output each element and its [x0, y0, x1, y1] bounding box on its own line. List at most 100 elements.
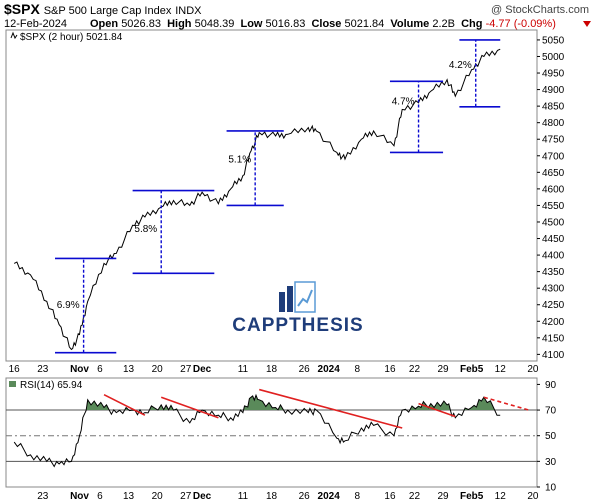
x-tick-label: 16: [384, 364, 396, 375]
rsi-x-tick-label: 18: [266, 491, 278, 502]
rsi-y-tick-label: 90: [545, 380, 557, 391]
y-tick-label: 5000: [542, 52, 565, 63]
y-tick-label: 4100: [542, 350, 565, 361]
x-tick-label: 20: [527, 364, 539, 375]
rsi-y-tick-label: 70: [545, 406, 557, 417]
rsi-trend-line: [418, 402, 456, 418]
close-value: 5021.84: [344, 18, 385, 30]
y-tick-label: 4750: [542, 135, 565, 146]
x-tick-label: Dec: [193, 364, 212, 375]
y-tick-label: 4700: [542, 151, 565, 162]
bracket-percent-label: 4.7%: [392, 96, 415, 107]
rsi-x-tick-label: 27: [180, 491, 192, 502]
rsi-legend-swatch: [9, 381, 16, 387]
x-tick-label: 6: [97, 364, 103, 375]
exchange: INDX: [175, 5, 202, 17]
x-tick-label: 22: [409, 364, 421, 375]
quote-date: 12-Feb-2024: [4, 18, 67, 30]
bracket-percent-label: 5.1%: [228, 154, 251, 165]
x-tick-label: Feb5: [460, 364, 484, 375]
rsi-legend: RSI(14) 65.94: [20, 380, 83, 391]
x-tick-label: 8: [354, 364, 360, 375]
rsi-trend-line: [103, 393, 146, 416]
price-panel-frame: [5, 29, 538, 362]
rsi-x-tick-label: 22: [409, 491, 421, 502]
logo-trend-icon: [297, 289, 313, 307]
rsi-x-tick-label: 23: [37, 491, 49, 502]
bracket-percent-label: 5.8%: [134, 224, 157, 235]
rsi-y-tick-label: 30: [545, 457, 557, 468]
rsi-x-tick-label: 8: [354, 491, 360, 502]
rsi-x-tick-label: 16: [384, 491, 396, 502]
x-tick-label: Nov: [70, 364, 89, 375]
chg-value: -4.77 (-0.09%): [485, 18, 556, 30]
rsi-panel-frame: [5, 377, 538, 488]
copyright: @ StockCharts.com: [491, 4, 589, 16]
capp-thesis-logo: CAPPTHESIS: [232, 281, 363, 336]
bracket-percent-label: 4.2%: [449, 60, 472, 71]
logo-frame: [294, 281, 316, 313]
rsi-y-tick-label: 50: [545, 431, 557, 442]
x-tick-label: 27: [180, 364, 192, 375]
y-tick-label: 4400: [542, 251, 565, 262]
y-tick-label: 4150: [542, 333, 565, 344]
rsi-x-tick-label: Dec: [193, 491, 212, 502]
y-tick-label: 4900: [542, 85, 565, 96]
rsi-x-tick-label: Feb5: [460, 491, 484, 502]
rsi-x-tick-label: 13: [123, 491, 135, 502]
rsi-y-tick-label: 10: [545, 483, 557, 494]
price-series-line: [13, 48, 501, 351]
rsi-x-tick-label: 6: [97, 491, 103, 502]
bracket-percent-label: 6.9%: [57, 300, 80, 311]
x-tick-label: 26: [299, 364, 311, 375]
rsi-x-tick-label: 20: [152, 491, 164, 502]
x-tick-label: 18: [266, 364, 278, 375]
rsi-trend-line: [160, 396, 219, 419]
rsi-x-tick-label: 2024: [318, 491, 341, 502]
x-tick-label: 2024: [318, 364, 341, 375]
y-tick-label: 4250: [542, 300, 565, 311]
rsi-series-line: [13, 393, 501, 468]
chg-label: Chg: [461, 18, 483, 30]
series-legend-icon: [10, 31, 18, 40]
rsi-x-tick-label: 29: [437, 491, 449, 502]
y-tick-label: 4350: [542, 267, 565, 278]
y-tick-label: 4450: [542, 234, 565, 245]
low-value: 5016.83: [265, 18, 306, 30]
y-tick-label: 4950: [542, 69, 565, 80]
y-tick-label: 4600: [542, 184, 565, 195]
rsi-trend-line: [259, 388, 403, 429]
high-label: High: [167, 18, 192, 30]
y-tick-label: 4200: [542, 317, 565, 328]
volume-label: Volume: [390, 18, 430, 30]
y-tick-label: 4800: [542, 118, 565, 129]
chart-title: $SPX S&P 500 Large Cap Index INDX: [4, 1, 202, 17]
y-tick-label: 4500: [542, 217, 565, 228]
x-tick-label: 29: [437, 364, 449, 375]
x-tick-label: 23: [37, 364, 49, 375]
x-tick-label: 16: [9, 364, 21, 375]
price-legend: $SPX (2 hour) 5021.84: [20, 32, 123, 43]
logo-bar: [287, 286, 293, 312]
rsi-x-tick-label: 26: [299, 491, 311, 502]
open-label: Open: [90, 18, 119, 30]
volume-value: 2.2B: [432, 18, 455, 30]
high-value: 5048.39: [194, 18, 235, 30]
open-value: 5026.83: [121, 18, 161, 30]
x-tick-label: 12: [495, 364, 507, 375]
rsi-x-tick-label: Nov: [70, 491, 89, 502]
rsi-x-tick-label: 20: [527, 491, 539, 502]
x-tick-label: 13: [123, 364, 135, 375]
y-tick-label: 4300: [542, 284, 565, 295]
y-tick-label: 4650: [542, 168, 565, 179]
rsi-trend-line: [483, 396, 530, 411]
logo-bar: [279, 292, 285, 312]
y-tick-label: 4850: [542, 102, 565, 113]
x-tick-label: 20: [152, 364, 164, 375]
down-arrow-icon: [583, 21, 591, 27]
low-label: Low: [240, 18, 263, 30]
index-name: S&P 500 Large Cap Index: [43, 5, 172, 17]
symbol: $SPX: [4, 1, 40, 17]
ohlc-summary: Open 5026.83 High 5048.39 Low 5016.83 Cl…: [90, 18, 556, 30]
